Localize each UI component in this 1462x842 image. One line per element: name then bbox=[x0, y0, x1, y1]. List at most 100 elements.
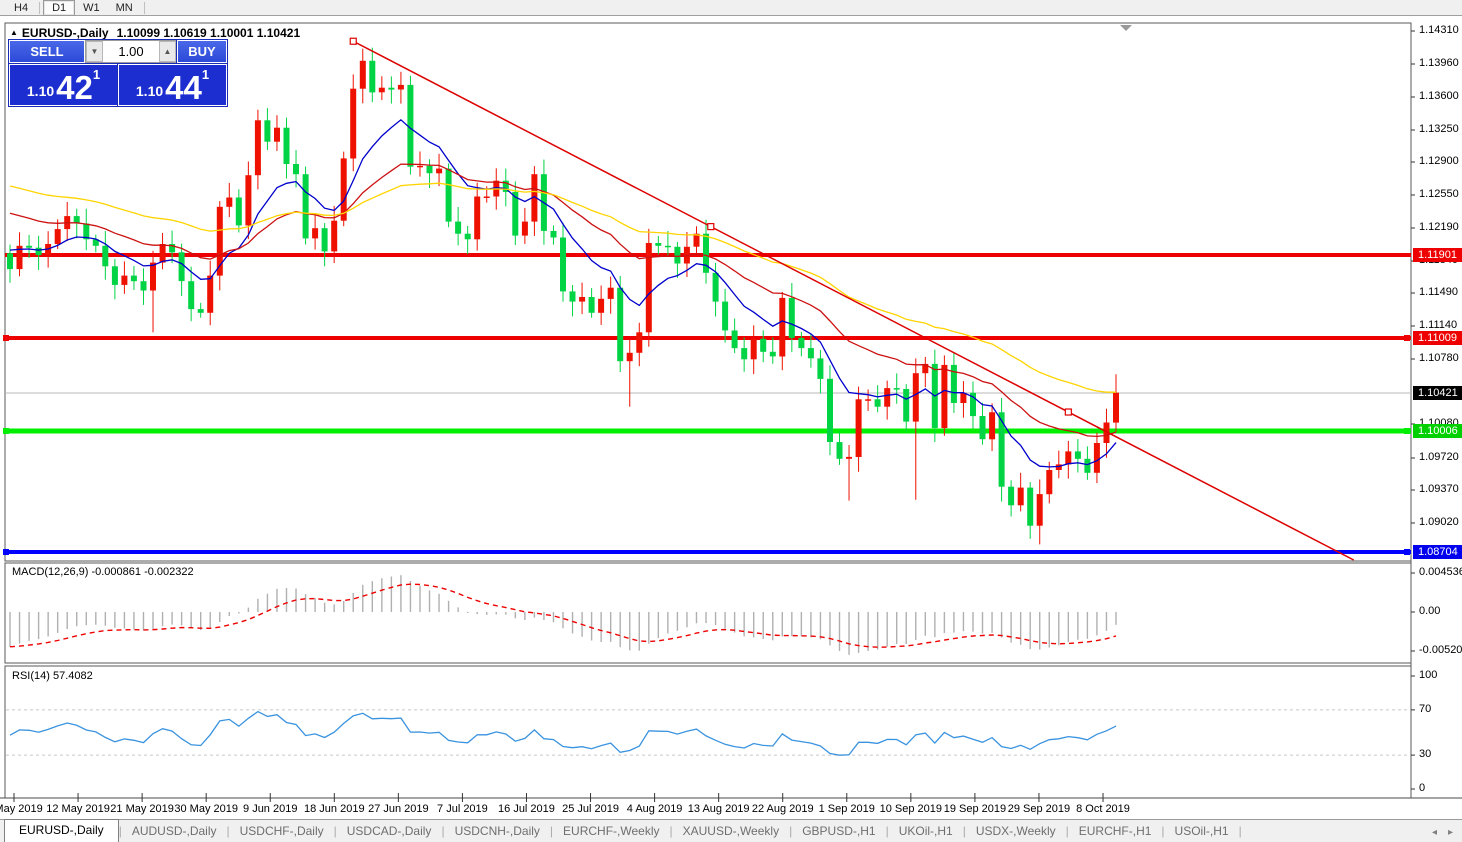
trendline-anchor-1[interactable] bbox=[707, 223, 715, 231]
candle-body bbox=[779, 297, 786, 357]
candle-body bbox=[607, 287, 614, 299]
candle-body bbox=[769, 351, 776, 357]
hline-marker-left-1.08704[interactable] bbox=[3, 549, 9, 555]
tab-ukoil-h1[interactable]: UKOil-,H1 bbox=[898, 824, 953, 838]
candle-body bbox=[254, 120, 261, 176]
moving-average-2 bbox=[9, 182, 1116, 393]
candle-body bbox=[836, 442, 843, 459]
hline-marker-left-1.10006[interactable] bbox=[3, 428, 9, 434]
timeframe-w1[interactable]: W1 bbox=[83, 1, 100, 14]
macd-histogram-layer bbox=[9, 575, 1117, 655]
rsi-tick-label: 70 bbox=[1419, 703, 1432, 715]
candle-body bbox=[1093, 443, 1100, 473]
timeframe-mn[interactable]: MN bbox=[115, 1, 133, 14]
tab-usdchf-daily[interactable]: USDCHF-,Daily bbox=[239, 824, 324, 838]
date-label: 7 Jul 2019 bbox=[437, 803, 488, 815]
trendline-anchor-0[interactable] bbox=[349, 37, 357, 45]
price-tick-label: 1.13960 bbox=[1419, 57, 1459, 69]
buy-price-display[interactable]: 1.10 44 1 bbox=[117, 63, 228, 107]
price-tick-label: 1.10780 bbox=[1419, 352, 1459, 364]
price-tick-label: 1.09370 bbox=[1419, 483, 1459, 495]
tab-separator: | bbox=[669, 824, 673, 838]
timeframe-d1[interactable]: D1 bbox=[43, 0, 76, 16]
tab-usdcnh-daily[interactable]: USDCNH-,Daily bbox=[454, 824, 540, 838]
tab-scroll-right-icon[interactable]: ▸ bbox=[1448, 827, 1454, 838]
volume-decrease-button[interactable]: ▼ bbox=[86, 41, 103, 62]
moving-average-0 bbox=[9, 118, 1117, 468]
candle-body bbox=[7, 253, 13, 270]
price-badge-1.10421: 1.10421 bbox=[1413, 386, 1462, 400]
candle-body bbox=[245, 175, 252, 226]
candle-body bbox=[264, 120, 271, 142]
sell-price-small: 1.10 bbox=[26, 83, 55, 99]
sell-price-display[interactable]: 1.10 42 1 bbox=[8, 63, 119, 107]
candle-body bbox=[941, 364, 948, 429]
date-label: 12 May 2019 bbox=[46, 803, 110, 815]
candle-body bbox=[302, 174, 309, 239]
date-label: 29 Sep 2019 bbox=[1007, 803, 1071, 815]
tab-separator: | bbox=[333, 824, 337, 838]
candle-body bbox=[731, 330, 738, 349]
price-badge-1.08704: 1.08704 bbox=[1413, 545, 1462, 559]
candle-body bbox=[884, 388, 891, 407]
price-tick-label: 1.11490 bbox=[1419, 286, 1458, 298]
date-label: 18 Jun 2019 bbox=[304, 803, 365, 815]
price-tick-label: 1.14310 bbox=[1419, 24, 1459, 36]
date-label: 16 Jul 2019 bbox=[498, 803, 555, 815]
candle-body bbox=[436, 168, 443, 174]
candle-body bbox=[1065, 451, 1072, 465]
tab-usdx-weekly[interactable]: USDX-,Weekly bbox=[975, 824, 1056, 838]
candle-body bbox=[426, 165, 433, 174]
candle-body bbox=[283, 127, 290, 164]
candle-body bbox=[1008, 486, 1015, 506]
tab-gbpusd-h1[interactable]: GBPUSD-,H1 bbox=[802, 824, 876, 838]
price-tick-label: 1.12190 bbox=[1419, 221, 1459, 233]
hline-marker-right-1.10006[interactable] bbox=[1404, 428, 1410, 434]
tab-eurusd-daily[interactable]: EURUSD-,Daily bbox=[4, 819, 119, 842]
hline-marker-left-1.11009[interactable] bbox=[3, 335, 9, 341]
candle-body bbox=[1027, 487, 1034, 526]
macd-indicator-label: MACD(12,26,9) -0.000861 -0.002322 bbox=[12, 566, 194, 578]
tab-eurchf-weekly[interactable]: EURCHF-,Weekly bbox=[563, 824, 660, 838]
candle-body bbox=[998, 412, 1005, 487]
candle-body bbox=[178, 252, 185, 282]
rsi-tick-label: 100 bbox=[1419, 669, 1438, 681]
trendline-anchor-2[interactable] bbox=[1064, 408, 1072, 416]
macd-tick-label: 0.00 bbox=[1419, 605, 1441, 617]
macd-tick-label: 0.004536 bbox=[1419, 566, 1462, 578]
collapse-triangle-icon[interactable]: ▲ bbox=[10, 28, 18, 37]
tab-eurchf-h1[interactable]: EURCHF-,H1 bbox=[1078, 824, 1152, 838]
chart-title: ▲ EURUSD-,Daily 1.10099 1.10619 1.10001 1.… bbox=[10, 26, 300, 40]
tab-usoil-h1[interactable]: USOil-,H1 bbox=[1174, 824, 1229, 838]
volume-input[interactable] bbox=[103, 41, 159, 62]
buy-button[interactable]: BUY bbox=[176, 39, 228, 64]
candle-body bbox=[293, 164, 299, 175]
sell-button[interactable]: SELL bbox=[8, 39, 86, 64]
tab-usdcad-daily[interactable]: USDCAD-,Daily bbox=[346, 824, 432, 838]
candle-body bbox=[788, 297, 795, 338]
tab-xauusd-weekly[interactable]: XAUUSD-,Weekly bbox=[682, 824, 780, 838]
volume-increase-button[interactable]: ▲ bbox=[159, 41, 176, 62]
chart-shift-marker-icon[interactable] bbox=[1120, 25, 1132, 31]
macd-panel-border bbox=[4, 562, 1412, 664]
candle-body bbox=[130, 275, 137, 282]
candle-body bbox=[445, 168, 452, 222]
candle-body bbox=[722, 301, 729, 331]
candle-body bbox=[617, 287, 624, 362]
tab-scroll-left-icon[interactable]: ◂ bbox=[1432, 827, 1438, 838]
candle-body bbox=[417, 165, 423, 168]
rsi-tick-label: 30 bbox=[1419, 748, 1432, 760]
candle-body bbox=[626, 352, 633, 362]
candle-body bbox=[912, 373, 919, 422]
candle-body bbox=[521, 221, 528, 236]
timeframe-h4[interactable]: H4 bbox=[14, 1, 29, 14]
candle-body bbox=[312, 228, 319, 239]
hline-marker-right-1.08704[interactable] bbox=[1404, 549, 1410, 555]
buy-price-small: 1.10 bbox=[135, 83, 164, 99]
tab-audusd-daily[interactable]: AUDUSD-,Daily bbox=[131, 824, 217, 838]
price-badge-1.11009: 1.11009 bbox=[1413, 331, 1462, 345]
price-badge-1.10006: 1.10006 bbox=[1413, 424, 1462, 438]
candle-body bbox=[73, 216, 80, 224]
candle-body bbox=[827, 378, 833, 442]
hline-marker-right-1.11009[interactable] bbox=[1404, 335, 1410, 341]
